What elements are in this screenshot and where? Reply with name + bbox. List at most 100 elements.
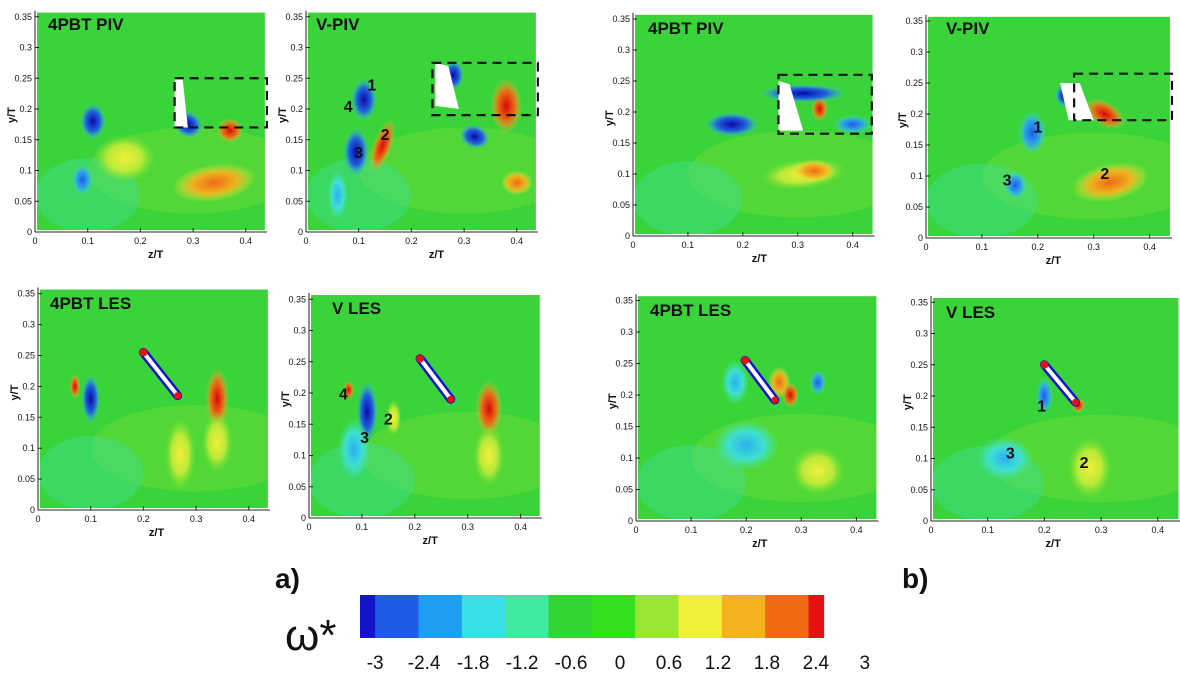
colorbar-swatch bbox=[548, 595, 593, 638]
impeller-blade bbox=[743, 359, 777, 402]
vortex-patch bbox=[327, 170, 349, 220]
blade-tip-vortex bbox=[1040, 360, 1049, 369]
blade-region-box bbox=[1073, 72, 1174, 122]
x-tick-label: 0.3 bbox=[1095, 525, 1108, 535]
vorticity-field bbox=[933, 360, 1179, 519]
colorbar-tick-label: -2.4 bbox=[408, 653, 441, 674]
y-tick-label: 0 bbox=[918, 233, 923, 243]
group-label-b: b) bbox=[902, 563, 928, 594]
vortex-marker-label: 3 bbox=[1003, 172, 1012, 189]
y-axis-title: y/T bbox=[6, 107, 18, 123]
impeller-blade bbox=[141, 351, 180, 397]
vortex-patch bbox=[792, 159, 837, 183]
contour-panel: 0 0.1 0.2 0.3 0.4 0 0.05 0.1 0.15 0.2 0.25 0.3 0.35 z… bbox=[6, 10, 268, 261]
x-tick-label: 0.1 bbox=[682, 240, 695, 250]
y-tick-label: 0.25 bbox=[905, 78, 923, 88]
y-tick-label: 0.3 bbox=[620, 327, 633, 337]
panel-title: 4PBT LES bbox=[50, 294, 131, 313]
vortex-marker-label: 3 bbox=[360, 430, 369, 447]
x-tick-label: 0.1 bbox=[356, 522, 369, 532]
blade-region-box bbox=[777, 73, 873, 135]
vortex-marker-label: 2 bbox=[1080, 455, 1089, 472]
group-label-a: a) bbox=[275, 563, 300, 594]
blade-shadow-region bbox=[778, 81, 804, 131]
colorbar-tick-label: 1.8 bbox=[754, 653, 780, 674]
contour-panel: 0 0.1 0.2 0.3 0.4 0 0.05 0.1 0.15 0.2 0.25 0.3 0.35 z… bbox=[9, 287, 270, 539]
contour-panel: 0 0.1 0.2 0.3 0.4 0 0.05 0.1 0.15 0.2 0.25 0.3 0.35 z… bbox=[604, 12, 875, 265]
y-tick-label: 0.05 bbox=[285, 196, 303, 206]
x-tick-label: 0 bbox=[923, 242, 928, 252]
vortex-patch bbox=[350, 78, 378, 122]
panel-title: V-PIV bbox=[946, 19, 990, 38]
colorbar-tick-label: 1.2 bbox=[705, 653, 731, 674]
vortex-patch bbox=[1018, 110, 1047, 155]
blade-tip-vortex bbox=[771, 396, 779, 404]
vortex-patch bbox=[721, 360, 749, 405]
field-band bbox=[638, 445, 747, 520]
vortex-patch bbox=[69, 374, 81, 399]
blade-tip-vortex bbox=[139, 348, 148, 357]
x-tick-label: 0 bbox=[630, 240, 635, 250]
contour-panel: 0 0.1 0.2 0.3 0.4 0 0.05 0.1 0.15 0.2 0.25 0.3 0.35 z… bbox=[277, 10, 539, 261]
vortex-patch bbox=[1067, 436, 1113, 500]
vortex-patch bbox=[71, 164, 93, 196]
y-tick-label: 0.2 bbox=[293, 388, 306, 398]
y-tick-label: 0.35 bbox=[615, 296, 633, 306]
x-tick-label: 0.2 bbox=[1032, 242, 1045, 252]
colorbar: ω* -3 -2.4 -1.8 -1.2 -0.6 0 0.6 1.2 1.8 2.4 3 bbox=[285, 595, 870, 674]
blade-shadow-region bbox=[435, 62, 459, 109]
x-tick-label: 0.1 bbox=[84, 514, 97, 524]
plot-background bbox=[40, 289, 268, 508]
colorbar-tick-label: -0.6 bbox=[555, 653, 588, 674]
y-tick-label: 0.1 bbox=[617, 169, 630, 179]
vortex-patch bbox=[1072, 162, 1149, 203]
y-tick-label: 0.2 bbox=[620, 390, 633, 400]
vortex-patch bbox=[81, 374, 101, 424]
y-tick-label: 0 bbox=[301, 513, 306, 523]
y-tick-label: 0.25 bbox=[14, 73, 32, 83]
impeller-blade bbox=[418, 357, 453, 401]
field-band bbox=[40, 435, 144, 508]
panel-title: 4PBT PIV bbox=[648, 19, 724, 38]
vortex-patch bbox=[172, 163, 257, 202]
vortex-marker-label: 4 bbox=[339, 386, 348, 403]
x-tick-label: 0 bbox=[303, 236, 308, 246]
x-tick-label: 0.2 bbox=[1038, 525, 1051, 535]
x-tick-label: 0.3 bbox=[791, 240, 804, 250]
vorticity-field bbox=[638, 355, 877, 520]
blade-region-box bbox=[431, 61, 539, 117]
x-tick-label: 0.4 bbox=[511, 236, 524, 246]
vortex-patch bbox=[472, 424, 505, 487]
blade-tip-vortex bbox=[447, 395, 455, 403]
vortex-patch bbox=[459, 123, 491, 150]
y-axis-title: y/T bbox=[280, 391, 292, 407]
vortex-patch bbox=[782, 382, 799, 408]
y-tick-label: 0.25 bbox=[910, 360, 928, 370]
x-tick-label: 0.3 bbox=[461, 522, 474, 532]
colorbar-tick-label: 3 bbox=[860, 653, 871, 674]
vortex-patch bbox=[92, 133, 157, 183]
y-tick-label: 0.25 bbox=[288, 357, 306, 367]
contour-panel: 0 0.1 0.2 0.3 0.4 0 0.05 0.1 0.15 0.2 0.25 0.3 0.35 z… bbox=[607, 294, 879, 550]
y-tick-label: 0 bbox=[27, 227, 32, 237]
vortex-patch bbox=[1035, 377, 1053, 415]
y-tick-label: 0.25 bbox=[285, 73, 303, 83]
x-tick-label: 0.1 bbox=[352, 236, 365, 246]
x-tick-label: 0.2 bbox=[405, 236, 418, 246]
colorbar-tick-label: 0 bbox=[615, 653, 626, 674]
y-axis-title: y/T bbox=[604, 110, 616, 126]
y-tick-label: 0.15 bbox=[612, 138, 630, 148]
vorticity-field bbox=[928, 83, 1170, 236]
colorbar-swatch bbox=[505, 595, 549, 638]
y-tick-label: 0.3 bbox=[293, 326, 306, 336]
vortex-patch bbox=[201, 411, 233, 473]
x-tick-label: 0.4 bbox=[850, 525, 863, 535]
vortex-patch bbox=[475, 380, 503, 437]
y-tick-label: 0.35 bbox=[905, 16, 923, 26]
y-tick-label: 0.3 bbox=[19, 43, 32, 53]
y-axis-title: y/T bbox=[897, 112, 909, 128]
plot-background bbox=[933, 298, 1179, 519]
vorticity-field bbox=[308, 59, 536, 230]
blade-shadow-region bbox=[1060, 83, 1094, 121]
